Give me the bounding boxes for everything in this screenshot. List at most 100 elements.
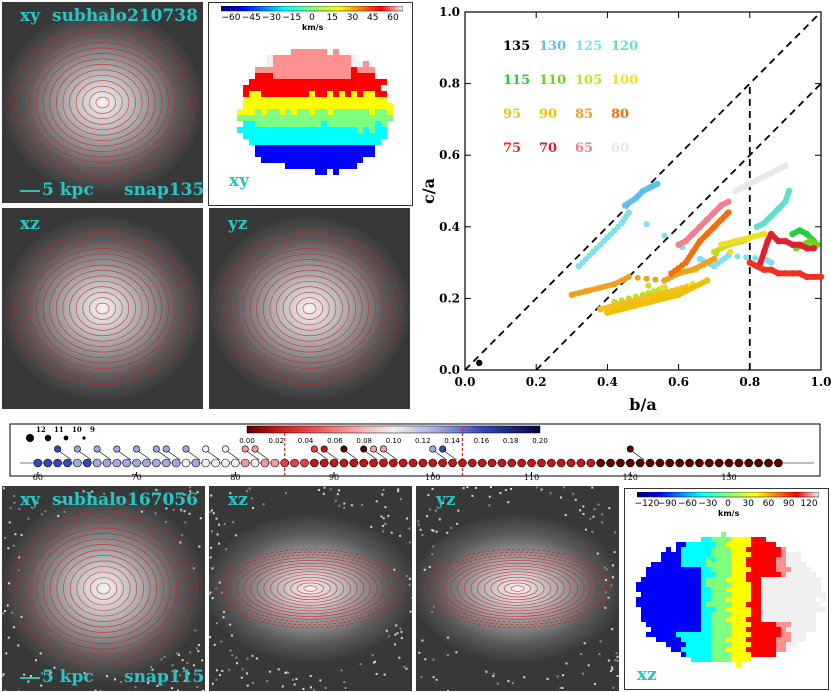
x-tick-label: 0.6 (668, 375, 689, 389)
velocity-pixel (761, 542, 766, 547)
velocity-pixel (351, 145, 357, 151)
velocity-pixel (321, 55, 327, 61)
data-point (654, 180, 661, 188)
velocity-pixel (671, 567, 676, 572)
velocity-pixel (716, 547, 721, 552)
velocity-pixel (701, 652, 706, 657)
velocity-pixel (285, 55, 291, 61)
density-image (209, 208, 410, 409)
velocity-pixel (351, 73, 357, 79)
timeline-colorbar (246, 425, 541, 434)
velocity-pixel (731, 647, 736, 652)
velocity-pixel (303, 163, 309, 169)
velocity-pixel (691, 572, 696, 577)
velocity-pixel (327, 67, 333, 73)
velocity-pixel (651, 632, 656, 637)
velocity-pixel (375, 121, 381, 127)
velocity-pixel (761, 627, 766, 632)
velocity-pixel (279, 139, 285, 145)
legend-entry: 70 (539, 141, 557, 156)
velocity-pixel (681, 562, 686, 567)
snapshot-marker (487, 458, 497, 468)
velocity-pixel (731, 547, 736, 552)
velocity-pixel (261, 73, 267, 79)
velocity-pixel (801, 582, 806, 587)
velocity-pixel (646, 602, 651, 607)
velocity-pixel (666, 637, 671, 642)
velocity-pixel (751, 547, 756, 552)
velocity-pixel (309, 139, 315, 145)
velocity-pixel (255, 139, 261, 145)
velocity-pixel (721, 607, 726, 612)
velocity-pixel (751, 592, 756, 597)
velocity-pixel (369, 67, 375, 73)
velocity-pixel (279, 109, 285, 115)
velocity-pixel (746, 582, 751, 587)
velocity-pixel (321, 127, 327, 133)
velocity-pixel (339, 109, 345, 115)
velocity-pixel (696, 652, 701, 657)
snapshot-marker (43, 458, 53, 468)
velocity-pixel (651, 622, 656, 627)
velocity-pixel (766, 602, 771, 607)
velocity-pixel (711, 577, 716, 582)
velocity-pixel (771, 617, 776, 622)
velocity-pixel (781, 552, 786, 557)
data-point (817, 273, 825, 281)
velocity-pixel (686, 642, 691, 647)
velocity-pixel (776, 577, 781, 582)
velocity-pixel (357, 61, 363, 67)
velocity-pixel (711, 537, 716, 542)
velocity-pixel (676, 562, 681, 567)
velocity-pixel (363, 97, 369, 103)
velocity-pixel (721, 637, 726, 642)
velocity-pixel (375, 109, 381, 115)
velocity-pixel (333, 49, 339, 55)
velocity-pixel (273, 61, 279, 67)
velocity-pixel (786, 627, 791, 632)
velocity-pixel (791, 607, 796, 612)
snapshot-marker (132, 458, 141, 468)
velocity-pixel (706, 607, 711, 612)
velocity-pixel (315, 151, 321, 157)
velocity-pixel (746, 572, 751, 577)
snapshot-marker (319, 458, 329, 468)
velocity-pixel (345, 91, 351, 97)
velocity-pixel (357, 109, 363, 115)
velocity-pixel (279, 73, 285, 79)
velocity-pixel (243, 127, 249, 133)
velocity-pixel (671, 647, 676, 652)
velocity-pixel (716, 617, 721, 622)
velocity-pixel (375, 79, 381, 85)
velocity-pixel (781, 557, 786, 562)
velocity-pixel (279, 91, 285, 97)
velocity-pixel (801, 637, 806, 642)
velocity-pixel (651, 617, 656, 622)
velocity-pixel (806, 577, 811, 582)
velocity-pixel (756, 542, 761, 547)
velocity-pixel (811, 627, 816, 632)
velocity-pixel (806, 602, 811, 607)
velocity-pixel (297, 79, 303, 85)
satellite-marker (251, 445, 259, 453)
velocity-pixel (806, 567, 811, 572)
velocity-pixel (661, 597, 666, 602)
velocity-pixel (243, 97, 249, 103)
velocity-pixel (351, 133, 357, 139)
velocity-pixel (736, 647, 741, 652)
velocity-pixel (686, 612, 691, 617)
velocity-pixel (751, 552, 756, 557)
velocity-pixel (726, 657, 731, 662)
velocity-pixel (731, 627, 736, 632)
x-tick-label: 0.2 (526, 375, 547, 389)
velocity-pixel (706, 632, 711, 637)
velocity-pixel (666, 592, 671, 597)
velocity-pixel (297, 157, 303, 163)
velocity-pixel (816, 602, 821, 607)
velocity-pixel (761, 577, 766, 582)
data-point (643, 275, 650, 282)
velocity-pixel (285, 121, 291, 127)
velocity-pixel (701, 537, 706, 542)
velocity-pixel (303, 157, 309, 163)
colorbar-tick: 0 (309, 13, 315, 23)
